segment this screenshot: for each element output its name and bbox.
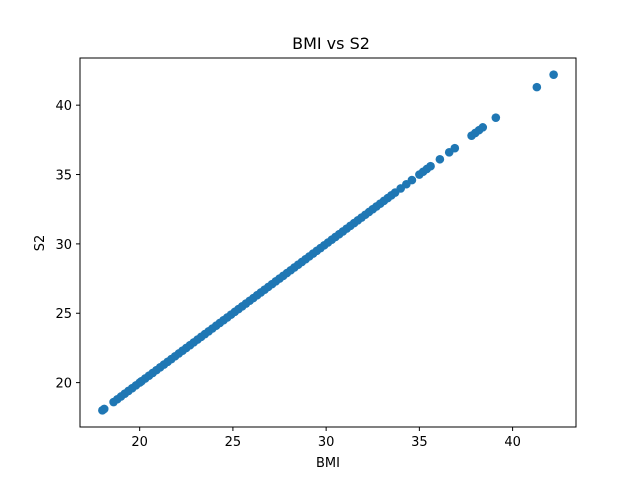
y-axis-label: S2 bbox=[33, 235, 48, 252]
x-tick-label: 25 bbox=[225, 435, 242, 450]
y-tick-label: 25 bbox=[55, 307, 72, 322]
plot-frame bbox=[79, 57, 577, 428]
data-point bbox=[450, 143, 460, 153]
x-tick-label: 40 bbox=[504, 435, 521, 450]
data-point bbox=[491, 113, 501, 122]
y-tick-label: 30 bbox=[55, 238, 72, 253]
x-axis-ticks: 20 25 30 35 40 bbox=[131, 427, 521, 450]
x-tick-label: 20 bbox=[131, 435, 148, 450]
data-point bbox=[549, 70, 558, 79]
data-point bbox=[478, 123, 488, 132]
x-axis-label: BMI bbox=[316, 456, 340, 471]
data-points bbox=[98, 70, 558, 415]
y-tick-label: 20 bbox=[55, 377, 72, 392]
y-tick-label: 35 bbox=[55, 169, 72, 184]
x-tick-label: 35 bbox=[411, 435, 428, 450]
y-tick-label: 40 bbox=[55, 99, 72, 114]
data-point bbox=[99, 404, 109, 414]
data-point bbox=[426, 161, 435, 171]
data-point bbox=[435, 154, 445, 164]
data-point bbox=[532, 82, 542, 92]
chart-title: BMI vs S2 bbox=[292, 34, 370, 53]
data-point bbox=[407, 175, 417, 185]
y-axis-ticks: 20 25 30 35 40 bbox=[55, 99, 80, 392]
x-tick-label: 30 bbox=[318, 435, 335, 450]
